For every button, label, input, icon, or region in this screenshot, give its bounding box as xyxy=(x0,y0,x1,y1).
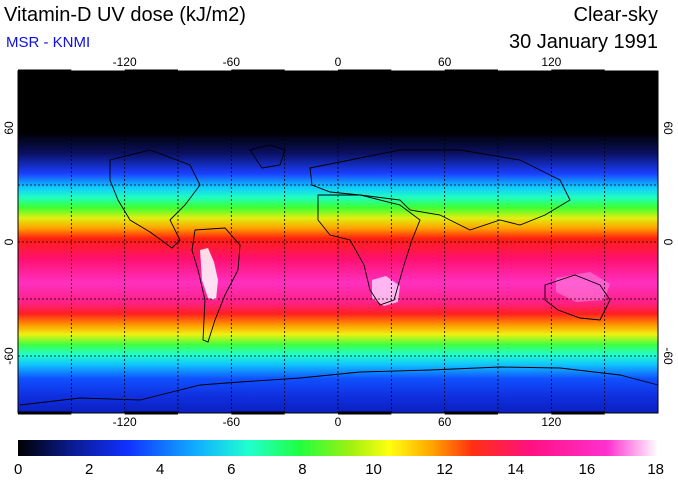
lon-label-bottom: 120 xyxy=(541,415,561,429)
southern-africa-high-dose-patch xyxy=(372,276,400,306)
colorbar-tick-label: 6 xyxy=(227,461,235,478)
antarctica-coast xyxy=(19,366,659,406)
lon-label-bottom: 60 xyxy=(438,415,452,429)
colorbar-tick-label: 2 xyxy=(85,461,93,478)
lon-label-top: -120 xyxy=(113,55,137,69)
south-america-coast xyxy=(191,227,241,343)
map-title: Vitamin-D UV dose (kJ/m2) xyxy=(4,4,246,26)
longitude-labels: -120 -120 -60 -60 0 0 60 60 120 120 xyxy=(113,55,562,429)
colorbar-labels: 0 2 4 6 8 10 12 14 16 18 xyxy=(14,461,664,478)
lat-label-right: 0 xyxy=(661,239,675,246)
greenland-coast xyxy=(249,144,286,169)
lon-label-top: 0 xyxy=(335,55,342,69)
colorbar-tick-label: 4 xyxy=(156,461,164,478)
australia-coast xyxy=(544,274,611,321)
australia-high-dose-patch xyxy=(556,272,610,302)
lat-label-left: -60 xyxy=(2,347,16,365)
colorbar-tick-label: 18 xyxy=(647,461,664,478)
gridlines xyxy=(18,71,658,413)
colorbar-tick-label: 12 xyxy=(436,461,453,478)
colorbar-tick-label: 10 xyxy=(365,461,382,478)
andes-high-dose-patch xyxy=(200,248,218,300)
coastlines xyxy=(19,144,659,406)
data-source-label: MSR - KNMI xyxy=(6,34,91,51)
lon-label-bottom: 0 xyxy=(335,415,342,429)
colorbar-tick-label: 8 xyxy=(298,461,306,478)
lon-label-top: 120 xyxy=(541,55,561,69)
colorbar-tick-label: 16 xyxy=(579,461,596,478)
date-label: 30 January 1991 xyxy=(508,31,658,53)
sky-condition-label: Clear-sky xyxy=(573,4,658,26)
lat-label-left: 60 xyxy=(2,121,16,135)
latitude-labels: 60 60 0 0 -60 -60 xyxy=(2,121,675,365)
lon-label-bottom: -60 xyxy=(223,415,241,429)
colorbar-tick-label: 14 xyxy=(507,461,524,478)
colorbar-tick-label: 0 xyxy=(14,461,22,478)
lon-label-bottom: -120 xyxy=(113,415,137,429)
lon-label-top: -60 xyxy=(223,55,241,69)
frame-tick-marks xyxy=(18,69,605,415)
africa-coast xyxy=(317,194,421,306)
eurasia-coast xyxy=(309,149,571,231)
lon-label-top: 60 xyxy=(438,55,452,69)
north-america-coast xyxy=(109,149,201,249)
lat-label-left: 0 xyxy=(2,238,16,245)
lat-label-right: 60 xyxy=(661,121,675,135)
colorbar xyxy=(18,440,658,456)
lat-label-right: -60 xyxy=(661,347,675,365)
